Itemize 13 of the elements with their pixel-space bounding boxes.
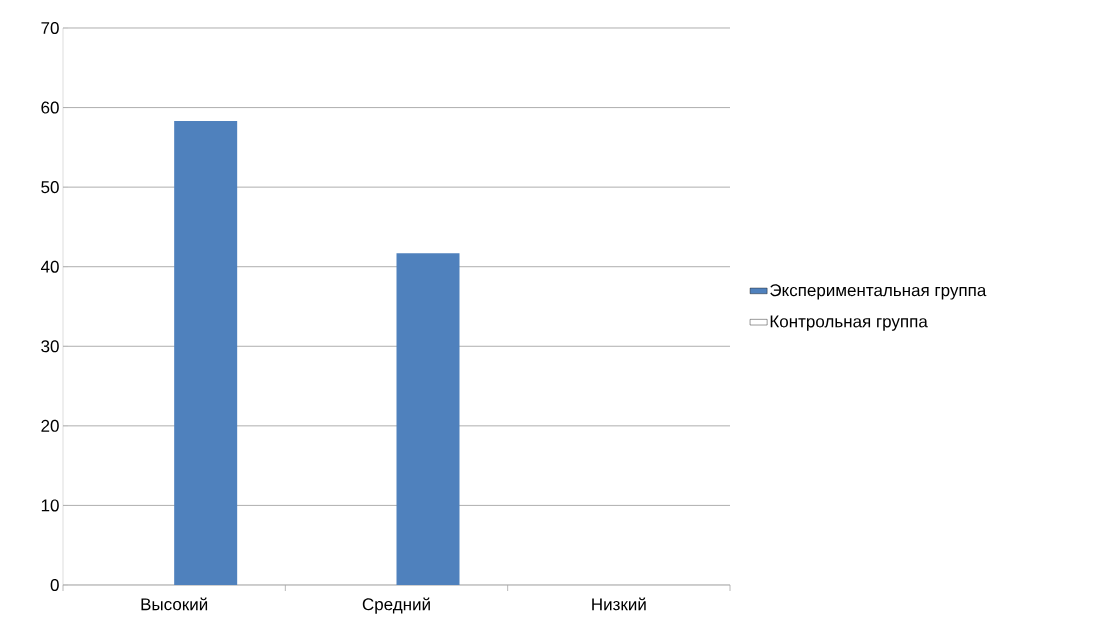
y-tick-label: 10	[41, 499, 59, 512]
y-tick-label: 40	[40, 260, 59, 273]
x-tick-label: Низкий	[592, 597, 646, 611]
y-tick-label: 70	[41, 21, 59, 35]
y-tick-label: 30	[41, 340, 59, 353]
x-tick-label: Средний	[362, 597, 430, 614]
y-tick-label: 50	[41, 181, 59, 194]
y-tick-label: 0	[50, 578, 59, 592]
x-tick-label: Высокий	[141, 597, 208, 611]
legend-label: Экспериментальная группа	[770, 284, 987, 300]
legend-label: Контрольная группа	[770, 315, 928, 331]
y-tick-label: 60	[41, 101, 59, 114]
y-tick-label: 20	[41, 419, 59, 432]
